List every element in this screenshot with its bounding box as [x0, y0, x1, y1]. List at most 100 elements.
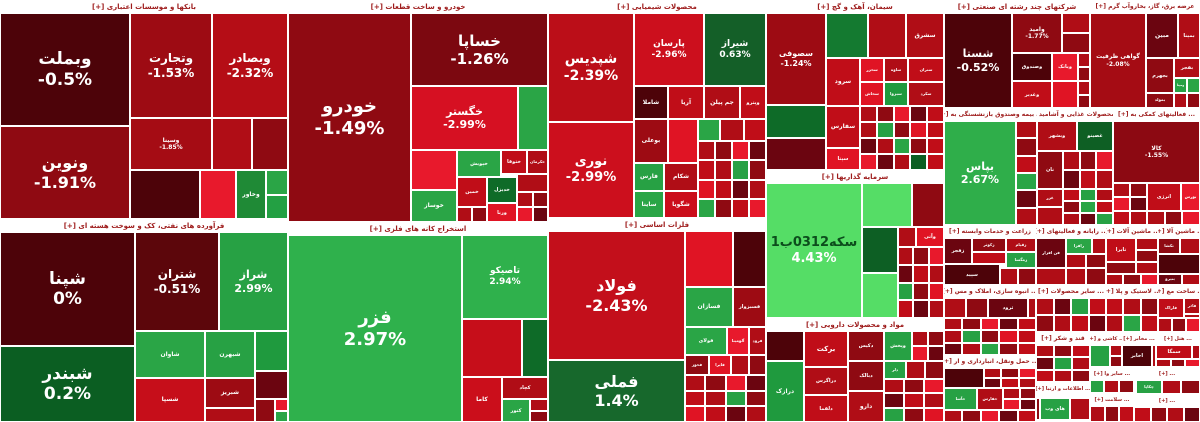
treemap-tile-micro[interactable] — [924, 393, 944, 408]
sector-header-info-comm[interactable]: ... اطلاعات و ارتبا [+] — [1036, 382, 1090, 395]
treemap-tile-micro[interactable] — [924, 407, 944, 422]
treemap-tile-micro[interactable] — [1106, 298, 1124, 315]
treemap-tile-micro[interactable] — [1086, 268, 1106, 285]
sector-header-chemicals[interactable]: محصولات شیمیایی [+] — [548, 0, 766, 13]
treemap-tile-micro[interactable] — [1078, 67, 1090, 81]
treemap-tile-micro[interactable] — [1136, 250, 1158, 262]
treemap-tile-oil-0[interactable]: شپنا 0% — [0, 232, 135, 346]
treemap-tile-financial-aux-0[interactable]: کالا -1.55% — [1113, 121, 1200, 183]
treemap-tile-micro[interactable] — [1123, 274, 1141, 285]
treemap-tile-micro[interactable] — [1018, 368, 1036, 378]
treemap-tile-micro[interactable] — [927, 106, 944, 122]
treemap-tile-small-auto-12[interactable] — [517, 174, 548, 192]
treemap-tile-micro[interactable] — [1136, 262, 1158, 274]
treemap-tile-micro[interactable] — [1136, 238, 1158, 250]
treemap-tile-micro[interactable] — [1063, 189, 1080, 201]
treemap-tile-pharma-6[interactable]: دبالک — [848, 361, 884, 391]
treemap-tile-investments-5[interactable]: وآتی — [916, 227, 944, 247]
treemap-tile-micro[interactable] — [685, 375, 706, 391]
treemap-tile-micro[interactable] — [1000, 268, 1018, 285]
sector-header-sugar[interactable]: قند و شکر [+] — [1036, 332, 1090, 345]
treemap-tile-machinery1-0[interactable]: تایرا — [1106, 238, 1136, 262]
treemap-tile-micro[interactable] — [910, 138, 928, 154]
sector-header-pharma[interactable]: مواد و محصولات دارویی [+] — [766, 318, 944, 331]
treemap-tile-micro[interactable] — [532, 192, 548, 207]
treemap-tile-micro[interactable] — [1104, 406, 1120, 422]
treemap-tile-micro[interactable] — [876, 138, 894, 154]
treemap-tile-micro[interactable] — [698, 198, 715, 218]
treemap-tile-micro[interactable] — [705, 406, 726, 422]
treemap-tile-micro[interactable] — [1001, 378, 1019, 388]
treemap-tile-chemicals-3[interactable]: شیراز 0.63% — [704, 13, 766, 86]
treemap-tile-financial-aux-1[interactable]: انرژی — [1147, 183, 1181, 211]
treemap-tile-micro[interactable] — [913, 247, 929, 265]
treemap-tile-small-investments-3[interactable] — [862, 227, 898, 273]
treemap-tile-telecom-0[interactable]: اخابر — [1122, 345, 1152, 367]
treemap-tile-micro[interactable] — [1156, 359, 1171, 367]
treemap-tile-chemicals-4[interactable]: شاملا — [634, 86, 668, 119]
treemap-tile-auto-2[interactable]: خگستر -2.99% — [411, 86, 518, 150]
treemap-tile-micro[interactable] — [1079, 189, 1097, 201]
treemap-tile-micro[interactable] — [898, 247, 914, 265]
treemap-tile-micro[interactable] — [698, 160, 715, 180]
treemap-tile-micro[interactable] — [732, 141, 749, 161]
treemap-tile-micro[interactable] — [1119, 406, 1134, 422]
treemap-tile-pharma-1[interactable]: درازک — [766, 361, 804, 422]
treemap-tile-banks-9[interactable]: وخاور — [236, 170, 266, 219]
treemap-tile-micro[interactable] — [962, 330, 981, 343]
treemap-tile-micro[interactable] — [1158, 318, 1172, 332]
treemap-tile-cement-9[interactable]: سبزوا — [884, 82, 908, 106]
treemap-tile-small-metals-2[interactable] — [685, 231, 733, 287]
treemap-tile-micro[interactable] — [1016, 207, 1037, 225]
treemap-tile-power-0[interactable]: گواهی ظرفیت -2.08% — [1090, 13, 1146, 108]
treemap-tile-small-banks-10[interactable] — [266, 170, 288, 195]
treemap-tile-food-2[interactable]: نان — [1037, 151, 1063, 189]
treemap-tile-micro[interactable] — [1028, 298, 1036, 318]
treemap-tile-micro[interactable] — [913, 282, 929, 301]
sector-header-other-products[interactable]: ... سایر محصولات [+] — [1036, 285, 1106, 298]
treemap-tile-micro[interactable] — [906, 361, 925, 379]
treemap-tile-micro[interactable] — [860, 106, 877, 122]
treemap-tile-micro[interactable] — [1088, 315, 1106, 332]
treemap-tile-small-banks-5[interactable] — [212, 118, 252, 170]
treemap-tile-small-chemicals-16[interactable] — [744, 119, 766, 141]
sector-header-transport[interactable]: ... حمل ونقل، انبارداری و ار [+] — [944, 355, 1036, 368]
treemap-tile-metals-4[interactable]: فسازان — [685, 287, 733, 327]
treemap-tile-it-1[interactable]: رافزا — [1066, 238, 1092, 254]
treemap-tile-micro[interactable] — [472, 207, 487, 222]
treemap-tile-micro[interactable] — [1096, 201, 1113, 213]
treemap-tile-micro[interactable] — [685, 390, 706, 407]
treemap-tile-small-conglomerates-5[interactable] — [1052, 81, 1078, 108]
treemap-tile-small-chemicals-9[interactable] — [668, 119, 698, 163]
treemap-tile-small-oil-12[interactable] — [275, 399, 288, 411]
treemap-tile-metals-8[interactable]: فرود — [749, 327, 766, 355]
treemap-tile-micro[interactable] — [1066, 268, 1086, 285]
treemap-tile-metals-6[interactable]: فولای — [685, 327, 727, 355]
treemap-tile-micro[interactable] — [715, 160, 732, 180]
treemap-tile-micro[interactable] — [1053, 298, 1071, 315]
treemap-tile-micro[interactable] — [1185, 359, 1200, 367]
treemap-tile-micro[interactable] — [1162, 380, 1181, 394]
sector-header-investments[interactable]: سرمایه گذاریها [+] — [766, 170, 944, 183]
treemap-tile-micro[interactable] — [749, 141, 766, 161]
treemap-tile-micro[interactable] — [1016, 138, 1037, 156]
treemap-tile-pharma-9[interactable]: دلر — [884, 361, 906, 379]
treemap-tile-small-info-comm-2[interactable] — [1036, 398, 1040, 420]
treemap-tile-insurance-0[interactable]: بپاس 2.67% — [944, 121, 1016, 225]
treemap-tile-transport-2[interactable]: حفارس — [977, 388, 1003, 410]
treemap-tile-micro[interactable] — [685, 406, 706, 422]
treemap-tile-investments-0[interactable]: سکه0312ب1 4.43% — [766, 183, 862, 318]
treemap-tile-metals-9[interactable]: فخوز — [685, 355, 709, 375]
treemap-tile-small-chemicals-14[interactable] — [698, 119, 720, 141]
treemap-tile-micro[interactable] — [1054, 369, 1072, 382]
treemap-tile-micro[interactable] — [1079, 170, 1097, 189]
treemap-tile-micro[interactable] — [1183, 407, 1200, 422]
treemap-tile-small-power-6[interactable] — [1187, 78, 1200, 93]
treemap-tile-micro[interactable] — [999, 318, 1018, 331]
treemap-tile-realestate-0[interactable]: ثرود — [988, 298, 1028, 318]
treemap-tile-power-7[interactable]: بمولد — [1146, 93, 1174, 108]
sector-header-realestate[interactable]: ... انبوه سازی، املاک و مس [+] — [944, 285, 1036, 298]
treemap-tile-micro[interactable] — [928, 300, 944, 318]
sector-header-hotel[interactable]: ... هتل [+] — [1156, 332, 1200, 345]
treemap-tile-micro[interactable] — [745, 406, 766, 422]
